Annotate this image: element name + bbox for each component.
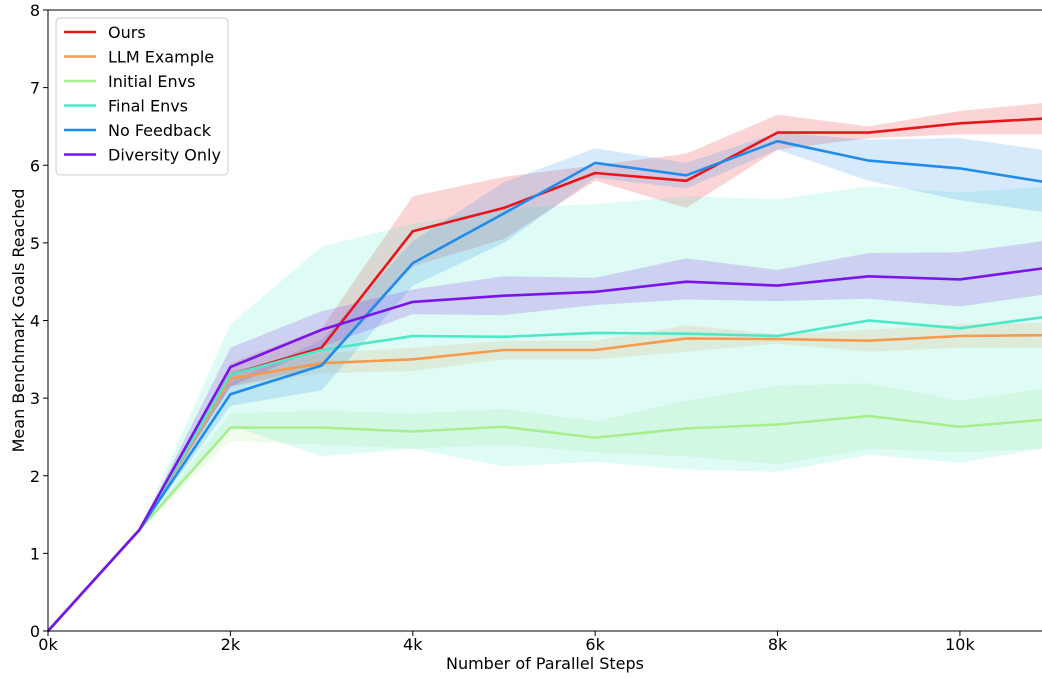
confidence-bands xyxy=(48,103,1042,632)
legend: Ours LLM Example Initial Envs Final Envs No … xyxy=(55,17,229,176)
legend-box xyxy=(55,17,229,176)
x-tick-label: 8k xyxy=(768,635,788,654)
series-line-no-feedback xyxy=(47,139,1042,632)
band-final-envs xyxy=(48,186,1042,631)
tick-marks: 0k 2k 4k 6k 8k 10k 0 1 2 3 4 5 6 7 8 xyxy=(30,1,976,654)
legend-label: LLM Example xyxy=(108,48,214,67)
y-tick-label: 3 xyxy=(30,389,40,408)
legend-label: Diversity Only xyxy=(108,146,221,165)
series-line-diversity-only xyxy=(47,267,1042,632)
series-line-initial-envs xyxy=(47,414,1042,632)
y-tick-label: 8 xyxy=(30,1,40,20)
y-tick-label: 5 xyxy=(30,234,40,253)
x-axis-label: Number of Parallel Steps xyxy=(446,654,644,673)
y-tick-label: 4 xyxy=(30,312,40,331)
legend-label: Initial Envs xyxy=(108,72,195,91)
x-tick-label: 10k xyxy=(945,635,975,654)
series-lines xyxy=(47,117,1042,632)
y-axis-label: Mean Benchmark Goals Reached xyxy=(9,189,28,453)
legend-label: Final Envs xyxy=(108,97,188,116)
y-tick-label: 2 xyxy=(30,467,40,486)
x-tick-label: 2k xyxy=(221,635,241,654)
band-ours xyxy=(48,103,1042,632)
series-line-llm-example xyxy=(47,333,1042,632)
y-tick-label: 0 xyxy=(30,622,40,641)
y-tick-label: 6 xyxy=(30,156,40,175)
y-tick-label: 7 xyxy=(30,79,40,98)
y-tick-label: 1 xyxy=(30,544,40,563)
series-line-final-envs xyxy=(47,316,1042,632)
x-tick-label: 4k xyxy=(403,635,423,654)
band-no-feedback xyxy=(48,132,1042,631)
band-initial-envs xyxy=(48,383,1042,631)
legend-label: Ours xyxy=(108,23,146,42)
x-tick-label: 0k xyxy=(38,635,58,654)
legend-label: No Feedback xyxy=(108,121,212,140)
x-tick-label: 6k xyxy=(585,635,605,654)
